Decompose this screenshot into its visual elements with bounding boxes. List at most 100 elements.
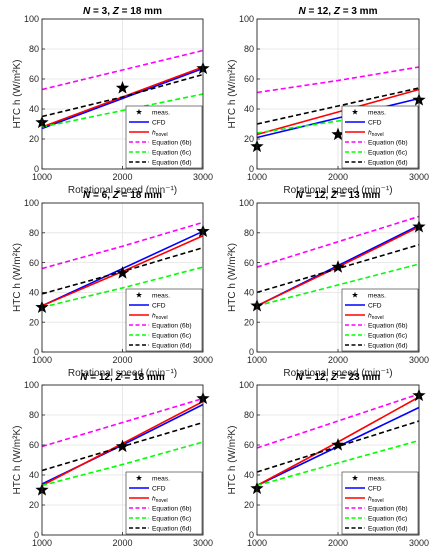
legend-label-equation-6c: Equation (6c)	[152, 332, 191, 339]
series-line-equation-6b	[256, 66, 420, 94]
chart-title: N = 6, Z = 18 mm	[83, 190, 162, 201]
legend-label-meas: meas.	[152, 292, 170, 299]
legend-label-equation-6b: Equation (6b)	[368, 139, 408, 146]
legend-box	[341, 288, 419, 352]
y-tick-label: 40	[29, 104, 39, 114]
legend-label-meas: meas.	[368, 109, 386, 116]
y-tick-label: 40	[244, 104, 254, 114]
series-line-equation-6c	[41, 266, 204, 309]
x-tick-label: 1000	[247, 172, 267, 182]
meas-point	[331, 127, 345, 141]
y-axis-label: HTC h (W/m²K)	[12, 426, 23, 495]
legend-label-cfd: CFD	[368, 302, 382, 309]
legend-marker-meas	[351, 474, 359, 481]
legend-label-equation-6d: Equation (6d)	[152, 342, 192, 349]
y-tick-label: 100	[239, 198, 254, 208]
series-line-equation-6c	[256, 439, 420, 487]
y-tick-label: 60	[29, 74, 39, 84]
legend-label-meas: meas.	[368, 475, 386, 482]
x-tick-label: 1000	[32, 355, 52, 365]
legend-label-cfd: CFD	[152, 302, 166, 309]
y-tick-label: 80	[29, 410, 39, 420]
chart-title: N = 12, Z = 13 mm	[296, 190, 381, 201]
x-axis-label: Rotational speed (min⁻¹)	[68, 368, 177, 379]
y-tick-label: 0	[249, 164, 254, 174]
legend-box	[125, 288, 203, 352]
series-line-hnovel	[256, 88, 420, 136]
y-tick-label: 60	[29, 440, 39, 450]
y-tick-label: 20	[244, 500, 254, 510]
meas-point	[115, 266, 130, 279]
meas-point	[115, 439, 130, 453]
x-tick-label: 2000	[112, 172, 132, 182]
y-tick-label: 40	[244, 288, 254, 298]
legend-label-hnovel: hnovel	[152, 129, 168, 138]
chart-title: N = 3, Z = 18 mm	[83, 6, 162, 17]
legend-label-equation-6d: Equation (6d)	[368, 525, 408, 532]
x-axis-label: Rotational speed (min⁻¹)	[283, 368, 392, 379]
legend-box	[125, 471, 203, 535]
chart-panel-3: 0 20 40 60 80 100 1000 2000 3000 N = 6, Z = 18 mm…	[12, 190, 213, 379]
y-tick-label: 100	[24, 380, 39, 390]
y-tick-label: 60	[244, 440, 254, 450]
legend-marker-meas	[135, 108, 143, 115]
y-axis-label: HTC h (W/m²K)	[227, 60, 238, 129]
series-line-equation-6b	[256, 393, 420, 449]
legend-label-meas: meas.	[152, 475, 170, 482]
legend-marker-meas	[135, 474, 143, 481]
legend-marker-meas	[351, 291, 359, 298]
series-line-equation-6c	[41, 93, 204, 128]
x-axis-label: Rotational speed (min⁻¹)	[68, 185, 177, 196]
y-tick-label: 100	[24, 198, 39, 208]
meas-point	[115, 81, 130, 94]
y-tick-label: 20	[29, 134, 39, 144]
chart-panel-6: 0 20 40 60 80 100 1000 2000 3000 N = 12, Z = 23 m…	[227, 372, 429, 548]
legend-label-equation-6c: Equation (6c)	[368, 332, 407, 339]
y-tick-label: 0	[249, 347, 254, 357]
x-tick-label: 3000	[193, 355, 213, 365]
legend-label-meas: meas.	[368, 292, 386, 299]
x-tick-label: 3000	[409, 538, 429, 548]
legend-label-cfd: CFD	[368, 485, 382, 492]
chart-title: N = 12, Z = 3 mm	[299, 6, 378, 17]
legend-label-equation-6d: Equation (6d)	[152, 525, 192, 532]
y-tick-label: 40	[29, 470, 39, 480]
legend-marker-meas	[135, 291, 143, 298]
y-tick-label: 80	[244, 228, 254, 238]
y-axis-label: HTC h (W/m²K)	[12, 243, 23, 312]
x-tick-label: 3000	[193, 538, 213, 548]
legend-label-equation-6d: Equation (6d)	[368, 342, 408, 349]
legend-label-equation-6c: Equation (6c)	[152, 149, 191, 156]
x-axis-label: Rotational speed (min⁻¹)	[283, 185, 392, 196]
x-tick-label: 2000	[328, 355, 348, 365]
y-tick-label: 20	[244, 317, 254, 327]
legend-label-cfd: CFD	[152, 119, 166, 126]
chart-panel-1: 0 20 40 60 80 100 1000 2000 3000 N = 3, Z = 18 mm…	[12, 6, 213, 196]
series-line-equation-6d	[41, 73, 204, 118]
y-tick-label: 0	[34, 530, 39, 540]
legend-label-equation-6c: Equation (6c)	[368, 515, 407, 522]
legend-label-hnovel: hnovel	[152, 312, 168, 321]
legend-label-equation-6b: Equation (6b)	[368, 322, 408, 329]
legend-label-equation-6c: Equation (6c)	[368, 149, 407, 156]
y-tick-label: 0	[34, 347, 39, 357]
chart-title: N = 12, Z = 18 mm	[80, 372, 165, 383]
legend-label-equation-6c: Equation (6c)	[152, 515, 191, 522]
x-tick-label: 2000	[112, 355, 132, 365]
meas-point	[331, 438, 345, 451]
y-tick-label: 0	[249, 530, 254, 540]
legend-label-equation-6b: Equation (6b)	[152, 505, 192, 512]
legend-box	[341, 471, 419, 535]
y-tick-label: 100	[239, 380, 254, 390]
legend-label-equation-6b: Equation (6b)	[152, 139, 192, 146]
series-line-equation-6b	[41, 49, 204, 91]
chart-panel-5: 0 20 40 60 80 100 1000 2000 3000 N = 12, Z = 18 m…	[12, 372, 213, 548]
legend-label-equation-6b: Equation (6b)	[152, 322, 192, 329]
series-line-equation-6b	[256, 215, 420, 268]
x-tick-label: 2000	[112, 538, 132, 548]
y-tick-label: 80	[29, 44, 39, 54]
legend-label-hnovel: hnovel	[152, 495, 168, 504]
